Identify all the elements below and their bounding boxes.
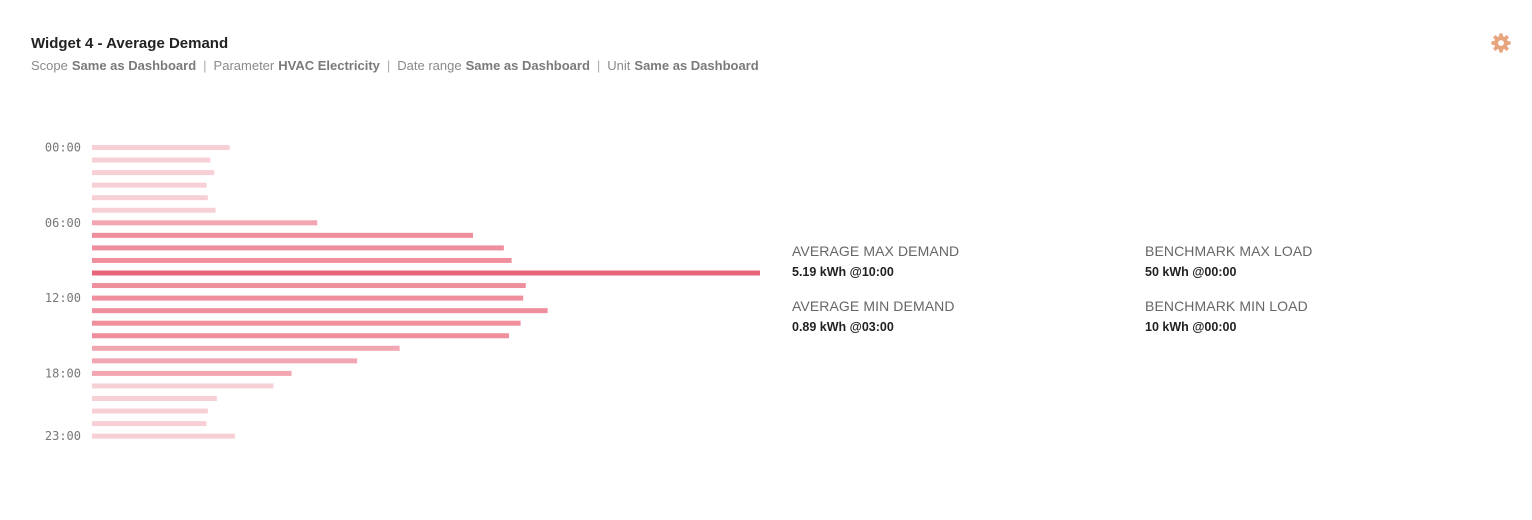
meta-separator: | (386, 58, 391, 73)
bar-2200[interactable] (92, 421, 207, 427)
bar-1600[interactable] (92, 345, 400, 351)
bar-0800[interactable] (92, 245, 504, 251)
bar-1400[interactable] (92, 320, 521, 326)
benchmark-max-load-label: BENCHMARK MAX LOAD (1145, 243, 1313, 259)
bar-1300[interactable] (92, 308, 548, 314)
benchmark-max-load-value: 50 kWh @00:00 (1145, 265, 1237, 279)
bar-2300[interactable] (92, 433, 235, 439)
bar-0200[interactable] (92, 170, 215, 176)
avg-max-demand-value: 5.19 kWh @10:00 (792, 265, 894, 279)
bar-1200[interactable] (92, 295, 524, 301)
bar-1700[interactable] (92, 358, 358, 364)
bar-2000[interactable] (92, 396, 217, 401)
bar-0500[interactable] (92, 207, 216, 213)
bar-1500[interactable] (92, 333, 510, 339)
date-range-label: Date range (397, 58, 462, 73)
widget-meta: Scope Same as Dashboard | Parameter HVAC Ele… (31, 58, 759, 73)
bar-0000[interactable] (92, 145, 230, 150)
gear-icon[interactable] (1490, 32, 1512, 54)
widget-title: Widget 4 - Average Demand (31, 35, 229, 52)
unit-label: Unit (607, 58, 631, 73)
parameter-value: HVAC Electricity (278, 58, 380, 73)
benchmark-min-load-label: BENCHMARK MIN LOAD (1145, 298, 1308, 314)
bar-0600[interactable] (92, 220, 318, 226)
bar-0400[interactable] (92, 195, 208, 201)
avg-min-demand-label: AVERAGE MIN DEMAND (792, 298, 955, 314)
bar-0700[interactable] (92, 232, 473, 238)
unit-value: Same as Dashboard (634, 58, 759, 73)
bar-1100[interactable] (92, 283, 526, 289)
scope-value: Same as Dashboard (71, 58, 197, 73)
bar-1000[interactable] (92, 270, 760, 276)
meta-separator: | (203, 58, 207, 73)
y-tick-label: 12:00 (45, 291, 81, 305)
date-range-value: Same as Dashboard (465, 58, 590, 73)
meta-separator: | (596, 58, 601, 73)
y-tick-label: 23:00 (45, 429, 81, 443)
avg-max-demand-label: AVERAGE MAX DEMAND (792, 243, 960, 259)
scope-label: Scope (31, 58, 68, 73)
y-tick-label: 06:00 (45, 216, 81, 230)
bar-0100[interactable] (92, 157, 211, 163)
bar-0900[interactable] (92, 257, 512, 263)
y-tick-label: 18:00 (45, 366, 81, 380)
bar-0300[interactable] (92, 182, 207, 188)
parameter-label: Parameter (213, 58, 275, 73)
bar-1800[interactable] (92, 370, 292, 376)
avg-min-demand-value: 0.89 kWh @03:00 (792, 320, 894, 334)
y-tick-label: 00:00 (45, 141, 81, 155)
benchmark-min-load-value: 10 kWh @00:00 (1145, 320, 1237, 334)
bar-2100[interactable] (92, 408, 208, 414)
demand-bar-chart: 00:00 06:00 12:00 18:00 23:00 (45, 141, 760, 443)
bar-1900[interactable] (92, 383, 274, 389)
